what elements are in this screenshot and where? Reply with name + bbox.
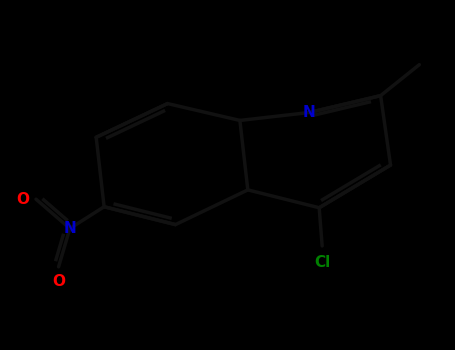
Text: N: N	[303, 105, 316, 120]
Text: O: O	[52, 274, 65, 289]
Text: N: N	[63, 221, 76, 236]
Text: O: O	[16, 192, 29, 207]
Text: Cl: Cl	[314, 255, 330, 270]
